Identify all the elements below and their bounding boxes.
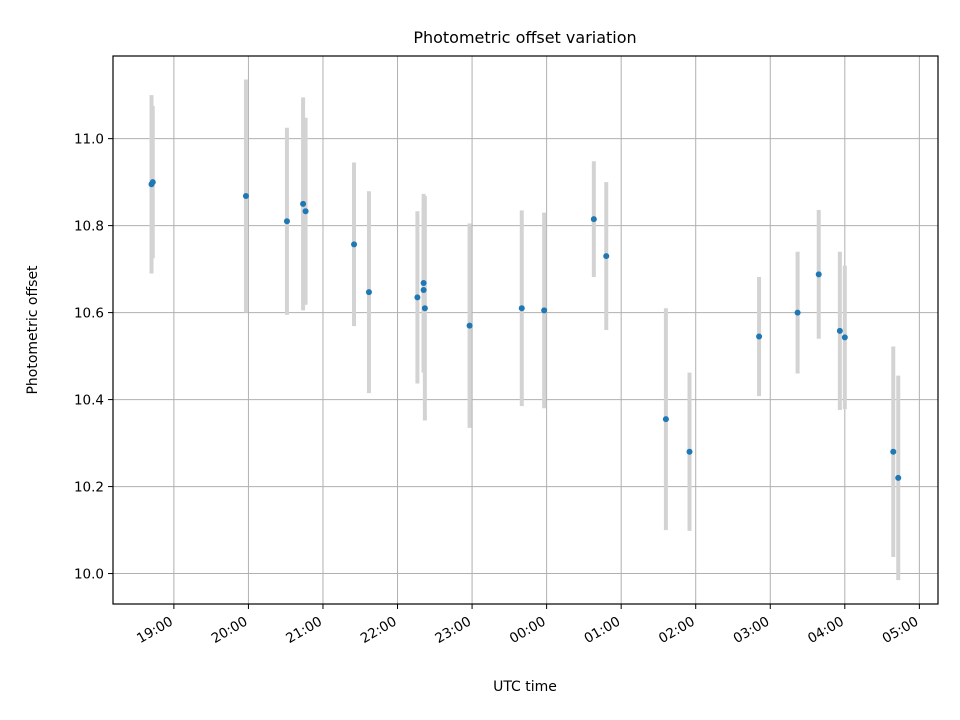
data-point: [302, 208, 309, 215]
plot-frame: [112, 55, 939, 605]
data-point: [420, 280, 427, 287]
data-point: [794, 309, 801, 316]
data-point: [466, 322, 473, 329]
data-point: [815, 271, 822, 278]
data-point: [890, 448, 897, 455]
data-point: [242, 193, 249, 200]
y-tick-label: 11.0: [74, 132, 104, 148]
data-point: [518, 305, 525, 312]
data-point: [420, 286, 427, 293]
y-tick-label: 10.2: [74, 480, 104, 496]
data-point: [841, 334, 848, 341]
x-axis-label: UTC time: [493, 679, 557, 695]
data-point: [895, 474, 902, 481]
data-point: [421, 305, 428, 312]
y-tick-label: 10.4: [74, 393, 104, 409]
data-point: [756, 333, 763, 340]
data-point: [149, 179, 156, 186]
data-point: [365, 289, 372, 296]
data-point: [836, 327, 843, 334]
data-point: [590, 216, 597, 223]
y-tick-label: 10.0: [74, 567, 104, 583]
y-tick-label: 10.8: [74, 219, 104, 235]
data-point: [662, 416, 669, 423]
data-point: [541, 307, 548, 314]
data-point: [603, 253, 610, 260]
data-point: [300, 200, 307, 207]
y-axis-label: Photometric offset: [25, 265, 41, 395]
grid-layer: [113, 56, 938, 604]
data-point: [283, 218, 290, 225]
data-point: [351, 241, 358, 248]
data-point: [686, 448, 693, 455]
y-tick-label: 10.6: [74, 306, 104, 322]
point-layer: [148, 179, 902, 481]
data-point: [414, 294, 421, 301]
chart-title: Photometric offset variation: [413, 28, 636, 47]
